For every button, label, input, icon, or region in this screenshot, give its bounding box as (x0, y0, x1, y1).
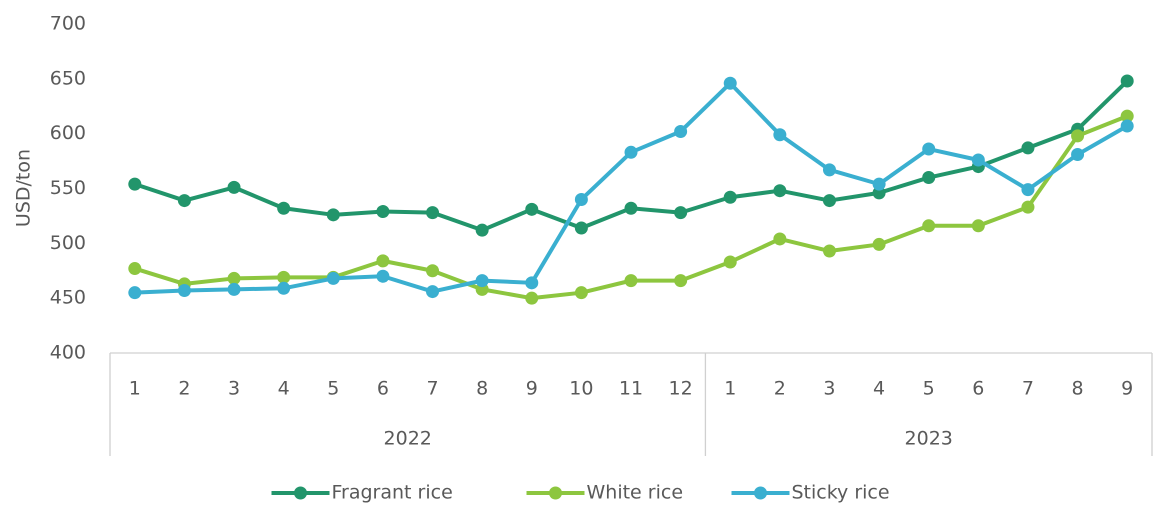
x-tick-label: 7 (1022, 378, 1034, 400)
data-point (723, 255, 737, 269)
data-point (574, 192, 588, 206)
group-label: 2022 (384, 428, 432, 450)
data-point (227, 271, 241, 285)
data-point (1021, 183, 1035, 197)
x-tick-label: 9 (1121, 378, 1133, 400)
data-point (326, 208, 340, 222)
data-point (674, 206, 688, 220)
data-point (822, 163, 836, 177)
x-tick-label: 8 (1072, 378, 1084, 400)
data-point (922, 219, 936, 233)
data-point (872, 237, 886, 251)
data-point (922, 171, 936, 185)
data-point (674, 274, 688, 288)
data-point (1120, 74, 1134, 88)
legend-label: White rice (587, 482, 684, 504)
data-point (426, 264, 440, 278)
data-point (277, 270, 291, 284)
data-point (1120, 119, 1134, 133)
x-tick-label: 1 (724, 378, 736, 400)
data-point (128, 286, 142, 300)
data-point (822, 244, 836, 258)
data-point (1120, 109, 1134, 123)
data-point (376, 254, 390, 268)
data-point (773, 184, 787, 198)
data-point (773, 232, 787, 246)
y-tick-label: 700 (50, 13, 86, 35)
data-point (525, 276, 539, 290)
data-point (1021, 200, 1035, 214)
x-tick-label: 12 (669, 378, 693, 400)
data-point (674, 124, 688, 138)
data-point (723, 76, 737, 90)
data-point (376, 205, 390, 219)
data-point (1071, 148, 1085, 162)
data-point (227, 180, 241, 194)
data-point (277, 201, 291, 215)
data-point (128, 177, 142, 191)
data-point (277, 281, 291, 295)
x-tick-label: 2 (774, 378, 786, 400)
legend-marker (294, 486, 307, 500)
y-axis-title: USD/ton (13, 149, 35, 227)
x-tick-label: 6 (972, 378, 984, 400)
legend-label: Fragrant rice (332, 482, 453, 504)
y-tick-label: 500 (50, 232, 86, 254)
y-tick-label: 450 (50, 287, 86, 309)
x-tick-label: 6 (377, 378, 389, 400)
x-tick-label: 3 (228, 378, 240, 400)
x-tick-label: 11 (619, 378, 643, 400)
data-point (822, 194, 836, 208)
y-tick-label: 550 (50, 177, 86, 199)
x-tick-label: 1 (129, 378, 141, 400)
data-point (922, 142, 936, 156)
x-tick-label: 9 (526, 378, 538, 400)
x-tick-label: 4 (278, 378, 290, 400)
x-tick-label: 5 (327, 378, 339, 400)
data-point (723, 190, 737, 204)
legend-marker (754, 486, 767, 500)
data-point (624, 201, 638, 215)
x-tick-label: 8 (476, 378, 488, 400)
data-point (574, 286, 588, 300)
data-point (426, 285, 440, 299)
data-point (128, 262, 142, 276)
legend-label: Sticky rice (792, 482, 890, 504)
data-point (475, 274, 489, 288)
data-point (177, 194, 191, 208)
y-tick-label: 650 (50, 67, 86, 89)
data-point (624, 274, 638, 288)
data-point (326, 271, 340, 285)
data-point (773, 128, 787, 142)
data-point (525, 291, 539, 305)
x-tick-label: 4 (873, 378, 885, 400)
x-tick-label: 10 (569, 378, 593, 400)
data-point (227, 282, 241, 296)
data-point (525, 202, 539, 216)
x-tick-label: 2 (178, 378, 190, 400)
data-point (376, 269, 390, 283)
data-point (971, 153, 985, 167)
data-point (475, 223, 489, 237)
y-tick-label: 400 (50, 342, 86, 364)
data-point (1021, 141, 1035, 155)
data-point (971, 219, 985, 233)
x-tick-label: 7 (426, 378, 438, 400)
data-point (426, 206, 440, 220)
data-point (624, 145, 638, 159)
legend-marker (549, 486, 562, 500)
data-point (1071, 129, 1085, 143)
group-label: 2023 (905, 428, 953, 450)
x-tick-label: 5 (923, 378, 935, 400)
data-point (574, 221, 588, 235)
series-line (134, 81, 1129, 295)
x-tick-label: 3 (823, 378, 835, 400)
y-tick-label: 600 (50, 122, 86, 144)
data-point (872, 177, 886, 191)
data-point (177, 283, 191, 297)
